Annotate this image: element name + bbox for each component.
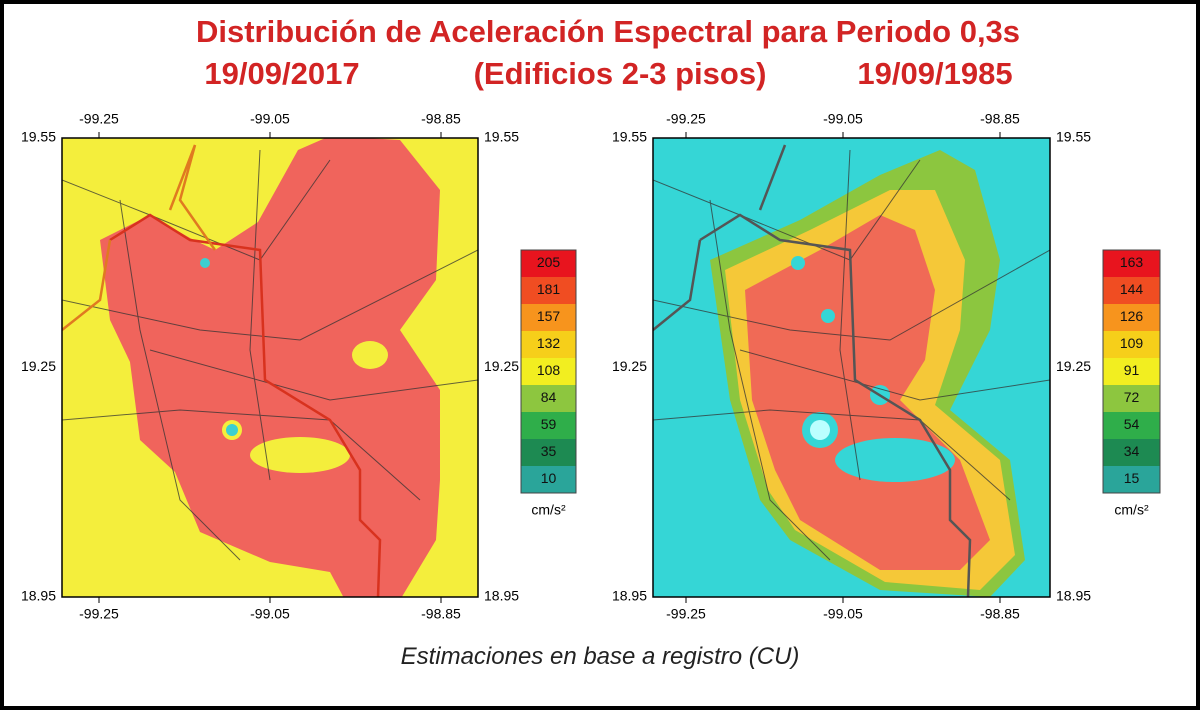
lon-tick-label: -99.25 (79, 111, 119, 127)
colorbar-cell (521, 466, 576, 493)
colorbar-label: 54 (1124, 416, 1140, 432)
lat-tick-label: 19.55 (612, 129, 647, 145)
lon-tick-label: -98.85 (421, 606, 461, 622)
colorbar-cell (521, 385, 576, 412)
lat-tick-label: 19.25 (1056, 358, 1091, 374)
title: Distribución de Aceleración Espectral pa… (196, 14, 1020, 49)
subtitle: (Edificios 2-3 pisos) (474, 56, 767, 91)
colorbar-label: 34 (1124, 443, 1140, 459)
right-date: 19/09/1985 (857, 56, 1012, 91)
colorbar-cell (521, 358, 576, 385)
lon-tick-label: -99.05 (823, 111, 863, 127)
lon-tick-label: -99.25 (666, 111, 706, 127)
colorbar-label: 132 (537, 335, 561, 351)
lat-tick-label: 19.55 (21, 129, 56, 145)
map-frame (652, 137, 1051, 598)
colorbar-frame (1102, 249, 1161, 494)
colorbar-label: 163 (1120, 254, 1144, 270)
lon-tick-label: -99.05 (250, 606, 290, 622)
lon-tick-label: -98.85 (421, 111, 461, 127)
colorbar-cell (1103, 412, 1160, 439)
lat-tick-label: 19.25 (612, 358, 647, 374)
map-2017 (62, 138, 478, 597)
lon-tick-label: -99.25 (666, 606, 706, 622)
colorbar-cell (521, 277, 576, 304)
lon-tick-label: -98.85 (980, 111, 1020, 127)
lat-tick-label: 19.55 (484, 129, 519, 145)
lat-tick-label: 19.25 (484, 358, 519, 374)
colorbar-label: 181 (537, 281, 561, 297)
colorbar-label: 59 (541, 416, 557, 432)
colorbar-cell (521, 304, 576, 331)
colorbar-unit: cm/s² (1114, 502, 1149, 518)
colorbar-frame (520, 249, 577, 494)
colorbar-label: 84 (541, 389, 557, 405)
colorbar-label: 10 (541, 470, 557, 486)
lat-tick-label: 19.55 (1056, 129, 1091, 145)
colorbar-cell (521, 250, 576, 277)
colorbar-cell (1103, 304, 1160, 331)
lat-tick-label: 19.25 (21, 358, 56, 374)
colorbar-cell (1103, 277, 1160, 304)
colorbar-cell (1103, 385, 1160, 412)
colorbar-cell (1103, 331, 1160, 358)
colorbar-label: 144 (1120, 281, 1144, 297)
colorbar-label: 126 (1120, 308, 1144, 324)
colorbar-cell (1103, 358, 1160, 385)
colorbar-label: 72 (1124, 389, 1140, 405)
lat-tick-label: 18.95 (1056, 588, 1091, 604)
colorbar-label: 205 (537, 254, 561, 270)
colorbar-cell (521, 412, 576, 439)
colorbar-label: 15 (1124, 470, 1140, 486)
colorbar-cell (1103, 250, 1160, 277)
colorbar-unit: cm/s² (531, 502, 566, 518)
colorbar-label: 35 (541, 443, 557, 459)
map-1985 (653, 138, 1050, 597)
lat-tick-label: 18.95 (21, 588, 56, 604)
colorbar-cell (521, 439, 576, 466)
lon-tick-label: -99.25 (79, 606, 119, 622)
colorbar-cell (521, 331, 576, 358)
colorbar-label: 108 (537, 362, 561, 378)
lat-tick-label: 18.95 (484, 588, 519, 604)
lon-tick-label: -99.05 (823, 606, 863, 622)
left-date: 19/09/2017 (204, 56, 359, 91)
footer: Estimaciones en base a registro (CU) (401, 643, 800, 670)
colorbar-label: 157 (537, 308, 561, 324)
colorbar-cell (1103, 466, 1160, 493)
colorbar-label: 109 (1120, 335, 1144, 351)
colorbar-label: 91 (1124, 362, 1140, 378)
lat-tick-label: 18.95 (612, 588, 647, 604)
lon-tick-label: -99.05 (250, 111, 290, 127)
colorbar-cell (1103, 439, 1160, 466)
lon-tick-label: -98.85 (980, 606, 1020, 622)
